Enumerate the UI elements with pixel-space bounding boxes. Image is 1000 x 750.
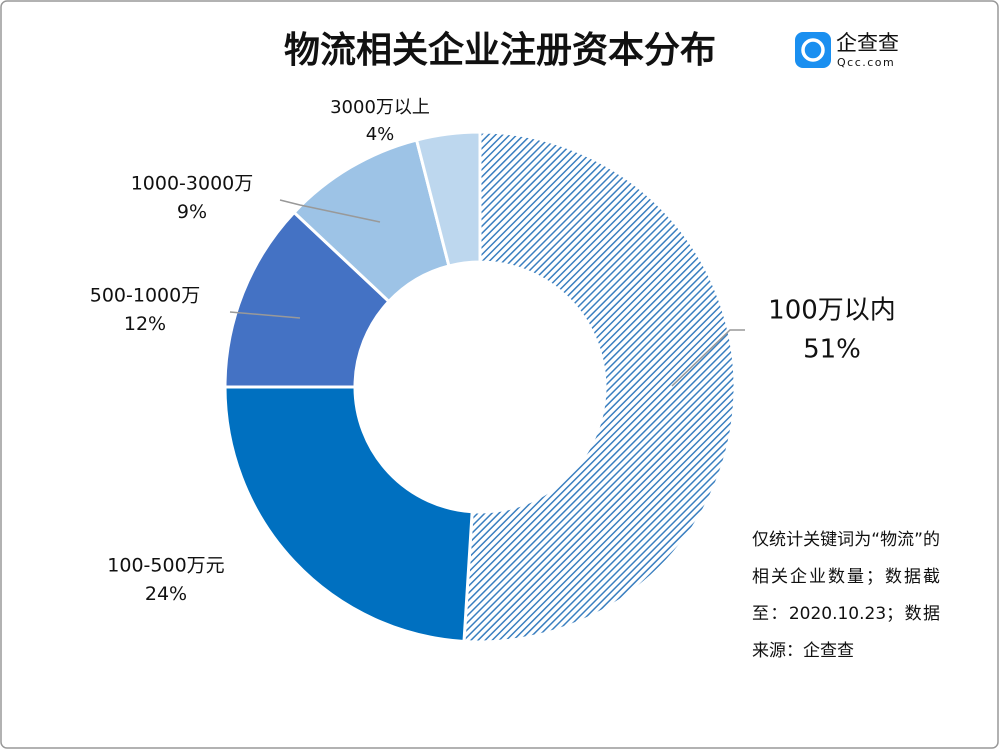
value-label: 24% bbox=[145, 583, 187, 605]
value-label: 51% bbox=[803, 335, 861, 365]
value-label: 12% bbox=[124, 313, 166, 335]
logo-domain: Qcc.com bbox=[837, 56, 895, 69]
slice-label: 100万以内 bbox=[768, 296, 896, 326]
leader-line bbox=[229, 311, 301, 319]
leader-lines bbox=[229, 199, 745, 387]
logo-icon-ring bbox=[801, 38, 825, 62]
logo: 企查查 Qcc.com bbox=[795, 31, 899, 69]
leader-line bbox=[671, 329, 745, 387]
slice-label: 3000万以上 bbox=[330, 97, 430, 118]
value-label: 9% bbox=[177, 201, 207, 223]
note: 仅统计关键词为“物流”的相关企业数量；数据截至：2020.10.23；数据来源：… bbox=[752, 530, 940, 661]
slice-label: 500-1000万 bbox=[90, 285, 200, 307]
slice bbox=[462, 130, 737, 644]
slice bbox=[414, 130, 482, 268]
logo-icon bbox=[795, 32, 831, 68]
slice bbox=[223, 385, 474, 644]
slice-label: 100-500万元 bbox=[107, 555, 224, 577]
value-label: 4% bbox=[366, 124, 395, 145]
slices bbox=[223, 130, 737, 644]
slice-label: 1000-3000万 bbox=[131, 173, 254, 195]
chart-title: 物流相关企业注册资本分布 bbox=[284, 29, 716, 71]
leader-line bbox=[279, 199, 381, 223]
logo-name: 企查查 bbox=[836, 31, 899, 55]
